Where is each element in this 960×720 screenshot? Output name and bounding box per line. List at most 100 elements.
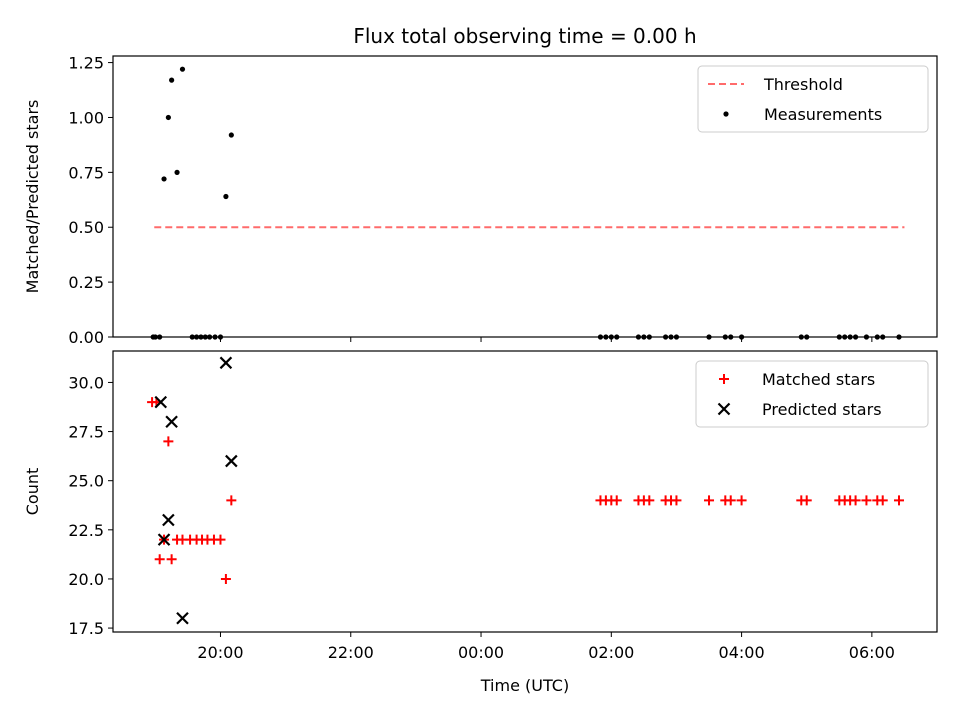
y-tick-label: 1.00 <box>68 108 104 127</box>
data-point <box>646 334 652 340</box>
data-point <box>154 554 165 565</box>
data-point <box>162 513 175 527</box>
data-point <box>189 334 195 340</box>
x-axis-label: Time (UTC) <box>480 676 569 695</box>
y-tick-label: 0.00 <box>68 328 104 347</box>
legend-label: Threshold <box>763 75 843 94</box>
data-point <box>223 193 229 200</box>
data-point <box>152 334 158 340</box>
legend: Threshold Measurements <box>697 65 929 133</box>
legend-handle <box>717 402 731 416</box>
bottom-subplot: 17.5 20.0 22.5 25.0 27.5 30.0 20:00 22:00 00:00 0… <box>23 350 938 695</box>
data-point <box>163 436 174 447</box>
data-point <box>611 495 622 506</box>
y-tick-label: 27.5 <box>68 423 104 442</box>
legend-handle <box>723 111 729 117</box>
x-tick-label: 04:00 <box>719 643 765 662</box>
data-point <box>157 334 163 340</box>
data-point <box>169 77 175 83</box>
y-tick-label: 20.0 <box>68 570 104 589</box>
data-point <box>722 334 728 340</box>
data-point <box>154 395 168 409</box>
legend-handle <box>719 374 729 384</box>
data-point <box>166 554 177 565</box>
data-point <box>736 495 747 506</box>
chart-title: Flux total observing time = 0.00 h <box>353 24 696 48</box>
data-point <box>228 132 234 138</box>
y-tick-label: 0.25 <box>68 273 104 292</box>
data-point <box>165 114 171 121</box>
data-point <box>662 334 669 340</box>
data-point <box>671 495 682 506</box>
axes-frame <box>112 350 938 633</box>
legend-box <box>695 360 929 428</box>
data-point <box>668 334 674 340</box>
y-tick-label: 22.5 <box>68 521 104 540</box>
data-point <box>217 334 224 340</box>
data-point <box>176 611 189 625</box>
data-point <box>161 176 167 182</box>
data-point <box>836 334 842 340</box>
data-point <box>226 495 237 506</box>
data-point <box>212 334 218 340</box>
data-point <box>635 334 642 340</box>
data-point <box>804 334 810 340</box>
data-point <box>165 415 178 429</box>
data-point <box>801 495 812 506</box>
data-point <box>706 334 712 340</box>
data-point <box>157 533 171 546</box>
legend-box <box>697 65 929 133</box>
data-point <box>852 334 859 340</box>
data-point <box>603 334 609 340</box>
data-point <box>877 495 888 506</box>
data-point <box>894 495 905 506</box>
y-axis-label: Matched/Predicted stars <box>23 100 42 294</box>
data-point <box>220 573 231 584</box>
y-tick-label: 0.50 <box>68 218 104 237</box>
data-point <box>174 169 180 175</box>
y-tick-label: 30.0 <box>68 373 104 392</box>
x-tick-label: 00:00 <box>458 643 504 662</box>
data-point <box>215 534 226 545</box>
data-point <box>880 334 886 340</box>
data-point <box>597 334 604 340</box>
data-point <box>738 334 745 340</box>
data-point <box>202 334 208 340</box>
legend-label: Measurements <box>764 105 882 124</box>
x-tick-label: 02:00 <box>588 643 634 662</box>
legend-label: Matched stars <box>762 370 875 389</box>
x-tick-label: 20:00 <box>197 643 243 662</box>
legend-label: Predicted stars <box>762 400 882 419</box>
data-point <box>847 334 853 340</box>
data-point <box>863 334 870 340</box>
data-point <box>842 334 848 340</box>
data-point <box>896 334 902 340</box>
y-axis-label: Count <box>23 468 42 516</box>
x-tick-label: 06:00 <box>849 643 895 662</box>
data-point <box>608 334 614 340</box>
data-point <box>179 66 186 72</box>
axes-frame <box>112 55 938 338</box>
series-measurements <box>150 66 902 340</box>
data-point <box>207 334 213 340</box>
series-predicted-stars <box>154 356 238 625</box>
data-point <box>198 334 204 340</box>
top-subplot: 0.00 0.25 0.50 0.75 1.00 1.25 Matched/Predicte… <box>23 54 938 347</box>
data-point <box>219 356 233 370</box>
y-tick-label: 17.5 <box>68 619 104 638</box>
data-point <box>861 495 872 506</box>
y-tick-label: 25.0 <box>68 472 104 491</box>
data-point <box>193 334 200 340</box>
y-tick-label: 0.75 <box>68 163 104 182</box>
data-point <box>225 454 238 468</box>
data-point <box>874 334 880 340</box>
legend: Matched stars Predicted stars <box>695 360 929 428</box>
data-point <box>728 334 734 340</box>
data-point <box>704 495 715 506</box>
x-tick-label: 22:00 <box>328 643 374 662</box>
y-tick-label: 1.25 <box>68 54 104 73</box>
data-point <box>641 334 647 340</box>
data-point <box>614 334 620 340</box>
data-point <box>850 495 861 506</box>
